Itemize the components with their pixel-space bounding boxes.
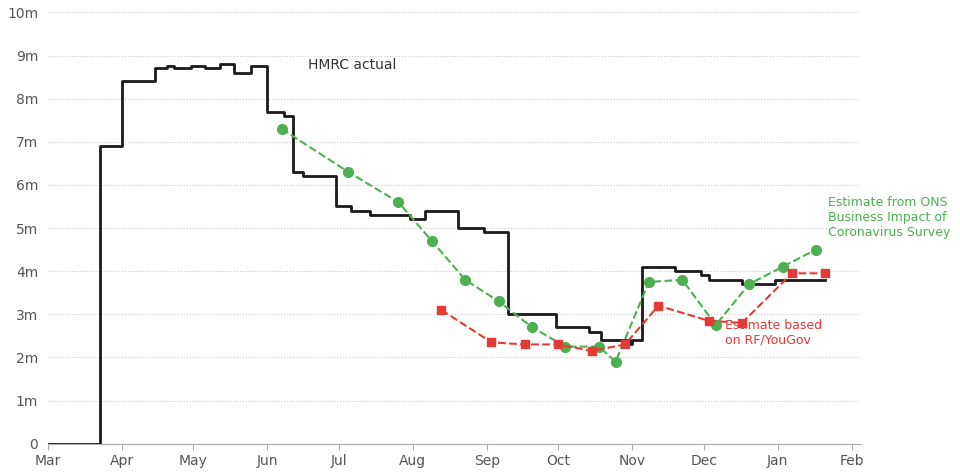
Text: HMRC actual: HMRC actual xyxy=(308,58,396,72)
Text: Estimate from ONS
Business Impact of
Coronavirus Survey: Estimate from ONS Business Impact of Cor… xyxy=(828,196,950,239)
Text: Estimate based
on RF/YouGov: Estimate based on RF/YouGov xyxy=(725,319,823,347)
